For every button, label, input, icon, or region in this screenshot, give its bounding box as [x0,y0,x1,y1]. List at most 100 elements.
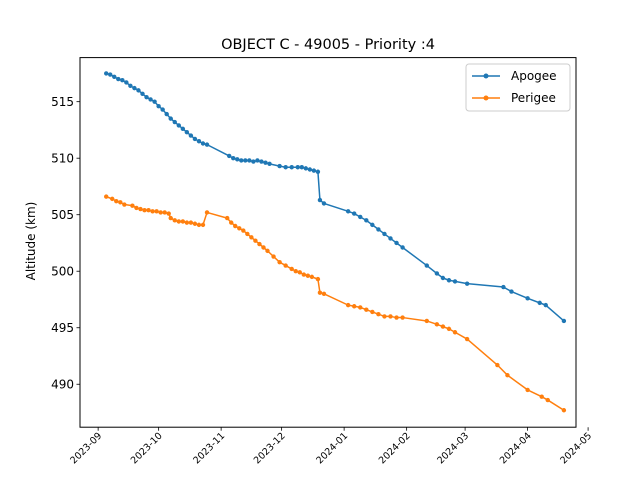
data-point-perigee [464,336,470,342]
data-point-perigee [345,302,351,308]
data-point-apogee [247,158,252,163]
y-tick-label: 510 [51,151,74,165]
y-tick-label: 515 [51,95,74,109]
data-point-perigee [352,304,357,309]
data-point-perigee [400,315,405,320]
data-point-perigee [110,196,115,202]
data-point-apogee [144,94,149,100]
data-point-perigee [315,276,321,282]
data-point-perigee [495,362,500,368]
data-point-apogee [104,71,109,76]
data-point-apogee [156,104,161,109]
data-point-perigee [233,223,238,229]
data-point-apogee [188,133,194,138]
y-tick-label: 505 [51,208,74,222]
data-point-apogee [200,141,206,146]
data-point-apogee [259,159,264,164]
x-tick-label: 2024-01 [314,431,350,467]
data-point-apogee [283,165,288,170]
data-point-perigee [434,322,440,327]
data-point-apogee [231,155,236,161]
x-tick-label: 2023-10 [129,431,165,467]
data-point-perigee [154,209,159,214]
data-point-perigee [364,307,369,312]
data-point-apogee [376,227,381,232]
legend: Apogee Perigee [465,63,571,112]
data-point-perigee [283,263,288,268]
data-point-apogee [243,158,248,163]
data-point-perigee [289,266,294,272]
data-point-apogee [434,271,440,276]
y-tick-label: 490 [51,378,74,392]
data-point-perigee [525,387,530,393]
data-point-perigee [134,205,139,211]
y-axis-label: Altitude (km) [24,202,38,281]
data-point-apogee [321,201,327,206]
data-point-perigee [146,207,151,213]
data-point-apogee [239,158,244,163]
data-point-perigee [394,315,399,320]
data-point-perigee [142,207,147,213]
data-point-perigee [162,210,167,215]
data-point-perigee [358,305,363,310]
data-point-perigee [446,326,452,332]
data-point-perigee [293,269,298,274]
data-point-apogee [160,107,165,112]
legend-perigee-marker [483,95,489,101]
x-tick-label: 2024-02 [377,431,413,467]
series-line-perigee [105,195,565,411]
data-point-perigee [317,290,323,295]
data-point-apogee [128,83,133,89]
data-point-apogee [152,99,157,104]
data-point-apogee [120,78,125,83]
data-point-perigee [370,309,375,315]
data-point-perigee [104,194,109,199]
data-point-apogee [235,157,240,162]
data-point-apogee [132,85,137,91]
x-tick-label: 2023-11 [191,431,227,467]
data-point-perigee [440,324,446,329]
data-point-apogee [561,318,567,324]
data-point-perigee [237,226,242,231]
data-point-perigee [229,220,234,225]
data-point-perigee [192,221,198,226]
data-point-perigee [188,220,194,225]
data-point-apogee [277,163,282,169]
data-point-perigee [249,235,254,240]
data-point-apogee [501,284,506,290]
data-point-perigee [261,245,266,250]
data-point-perigee [196,222,202,228]
data-point-apogee [364,218,369,223]
data-point-apogee [148,97,153,102]
x-tick-label: 2024-03 [435,431,471,467]
data-point-apogee [446,278,452,283]
data-point-apogee [509,289,514,294]
data-point-apogee [307,167,313,172]
data-point-apogee [440,275,446,281]
data-point-apogee [295,165,300,170]
data-point-perigee [200,222,206,228]
data-point-apogee [227,153,232,159]
data-point-perigee [241,228,246,233]
data-point-apogee [124,80,129,85]
data-point-perigee [168,215,173,221]
data-point-perigee [114,198,119,204]
data-point-apogee [204,142,210,147]
data-point-apogee [184,130,190,135]
data-point-perigee [561,408,567,413]
data-point-apogee [112,74,117,80]
data-point-apogee [108,72,113,77]
data-point-apogee [140,91,145,96]
data-point-apogee [358,214,363,220]
data-point-apogee [388,236,393,241]
data-point-perigee [245,231,250,237]
data-point-apogee [382,231,387,237]
data-point-apogee [172,119,177,125]
data-point-perigee [452,330,458,335]
data-point-apogee [352,211,357,216]
data-point-apogee [176,123,181,128]
data-point-apogee [525,296,530,301]
data-point-perigee [305,273,311,278]
data-point-apogee [263,160,268,165]
data-point-apogee [424,263,429,268]
